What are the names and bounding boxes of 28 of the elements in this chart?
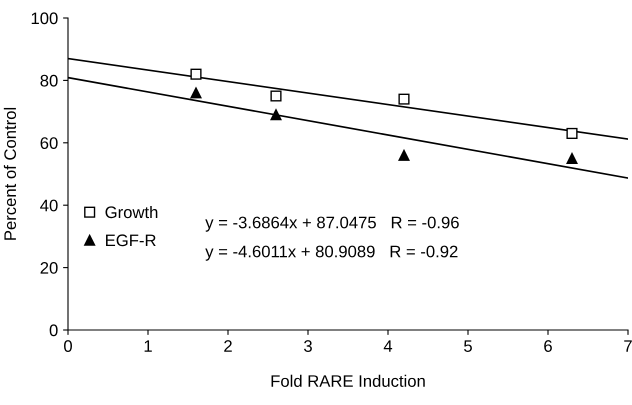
y-tick-label: 0 [50, 324, 58, 336]
x-tick-label: 0 [64, 340, 72, 352]
annotation: y = -3.6864x + 87.0475 R = -0.96 [205, 216, 459, 232]
point [270, 90, 282, 102]
x-tick-label: 4 [384, 340, 392, 352]
x-tick-label: 5 [464, 340, 472, 352]
point [190, 68, 202, 80]
y-tick-label: 20 [40, 262, 58, 274]
legend-label: Growth [106, 206, 158, 218]
y-tick-label: 60 [40, 137, 58, 150]
legend-label: EGF-R [106, 234, 156, 246]
y-tick-label: 80 [40, 74, 58, 87]
x-tick-label: 1 [144, 340, 152, 352]
x-tick-label: 7 [624, 340, 632, 352]
point [566, 128, 578, 139]
y-axis-title: Percent of Control [4, 108, 16, 240]
point [398, 94, 410, 105]
x-tick-label: 2 [224, 340, 232, 352]
point [566, 152, 578, 164]
x-tick-label: 3 [304, 340, 312, 352]
x-axis-title: Fold RARE Induction [272, 374, 425, 387]
annotation: y = -4.6011x + 80.9089 R = -0.92 [205, 246, 458, 261]
point [270, 109, 282, 120]
x-tick-label: 6 [544, 340, 552, 352]
point [398, 150, 410, 161]
point [190, 87, 202, 98]
y-tick-label: 40 [40, 200, 58, 212]
y-tick-label: 100 [32, 12, 58, 24]
